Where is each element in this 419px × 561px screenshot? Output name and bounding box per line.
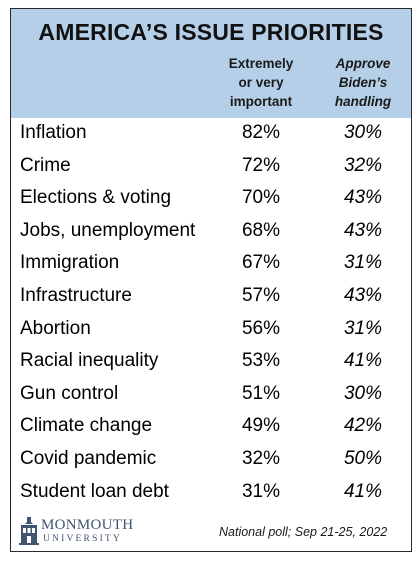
approval-value: 32% bbox=[343, 154, 383, 176]
table-footer: MONMOUTH UNIVERSITY National poll; Sep 2… bbox=[11, 512, 411, 551]
issue-label: Infrastructure bbox=[20, 284, 132, 306]
importance-value: 68% bbox=[241, 219, 281, 241]
issue-label: Covid pandemic bbox=[20, 447, 157, 469]
monmouth-logo: MONMOUTH UNIVERSITY bbox=[19, 515, 147, 547]
table-row: Student loan debt 31% 41% bbox=[11, 477, 411, 510]
issue-label: Student loan debt bbox=[20, 480, 169, 502]
table-row: Infrastructure 57% 43% bbox=[11, 281, 411, 314]
issue-label: Racial inequality bbox=[20, 350, 159, 372]
column-header-line: Approve bbox=[335, 56, 391, 71]
table-row: Elections & voting 70% 43% bbox=[11, 183, 411, 216]
table-title: AMERICA’S ISSUE PRIORITIES bbox=[38, 19, 384, 45]
issue-label: Immigration bbox=[20, 252, 120, 274]
table-row: Climate change 49% 42% bbox=[11, 411, 411, 444]
importance-value: 56% bbox=[241, 317, 281, 339]
column-header-line: or very bbox=[238, 75, 284, 90]
logo-subtitle: UNIVERSITY bbox=[43, 534, 122, 544]
approval-value: 31% bbox=[343, 317, 383, 339]
approval-value: 43% bbox=[343, 187, 383, 209]
column-header-line: important bbox=[229, 94, 293, 109]
table-row: Crime 72% 32% bbox=[11, 151, 411, 184]
approval-value: 30% bbox=[343, 382, 383, 404]
table-row: Covid pandemic 32% 50% bbox=[11, 444, 411, 477]
issue-label: Crime bbox=[20, 154, 71, 176]
issue-label: Abortion bbox=[20, 317, 91, 339]
importance-value: 67% bbox=[241, 252, 281, 274]
column-header-line: Extremely bbox=[228, 56, 294, 71]
importance-value: 31% bbox=[241, 480, 281, 502]
approval-value: 41% bbox=[343, 480, 383, 502]
approval-value: 50% bbox=[343, 447, 383, 469]
table-row: Abortion 56% 31% bbox=[11, 314, 411, 347]
issue-label: Elections & voting bbox=[20, 187, 172, 209]
approval-value: 42% bbox=[343, 415, 383, 437]
importance-value: 49% bbox=[241, 415, 281, 437]
importance-value: 82% bbox=[241, 122, 281, 143]
importance-value: 57% bbox=[241, 284, 281, 306]
importance-value: 51% bbox=[241, 382, 281, 404]
poll-note: National poll; Sep 21-25, 2022 bbox=[219, 525, 388, 539]
table-row: Inflation 82% 30% bbox=[11, 118, 411, 151]
monmouth-building-icon bbox=[19, 517, 39, 545]
approval-value: 41% bbox=[343, 350, 383, 372]
importance-value: 32% bbox=[241, 447, 281, 469]
table-row: Gun control 51% 30% bbox=[11, 379, 411, 412]
issue-label: Gun control bbox=[20, 382, 119, 404]
issue-priorities-table: AMERICA’S ISSUE PRIORITIES Extremely or … bbox=[10, 8, 412, 552]
column-header-line: handling bbox=[334, 94, 392, 109]
importance-value: 53% bbox=[241, 350, 281, 372]
table-header: AMERICA’S ISSUE PRIORITIES Extremely or … bbox=[11, 9, 411, 118]
table-row: Racial inequality 53% 41% bbox=[11, 346, 411, 379]
importance-value: 72% bbox=[241, 154, 281, 176]
issue-label: Jobs, unemployment bbox=[20, 219, 196, 241]
approval-value: 43% bbox=[343, 284, 383, 306]
logo-name: MONMOUTH bbox=[41, 517, 134, 533]
approval-value: 30% bbox=[343, 122, 383, 143]
importance-value: 70% bbox=[241, 187, 281, 209]
table-row: Jobs, unemployment 68% 43% bbox=[11, 216, 411, 249]
table-row: Immigration 67% 31% bbox=[11, 248, 411, 281]
table-body: Inflation 82% 30% Crime 72% 32% Elections & vo… bbox=[11, 118, 411, 509]
approval-value: 43% bbox=[343, 219, 383, 241]
approval-value: 31% bbox=[343, 252, 383, 274]
issue-label: Inflation bbox=[20, 122, 87, 143]
column-header-line: Biden’s bbox=[338, 75, 388, 90]
column-header-importance: Extremely or very important bbox=[211, 54, 311, 111]
column-header-approval: Approve Biden’s handling bbox=[318, 54, 408, 111]
issue-label: Climate change bbox=[20, 415, 153, 437]
